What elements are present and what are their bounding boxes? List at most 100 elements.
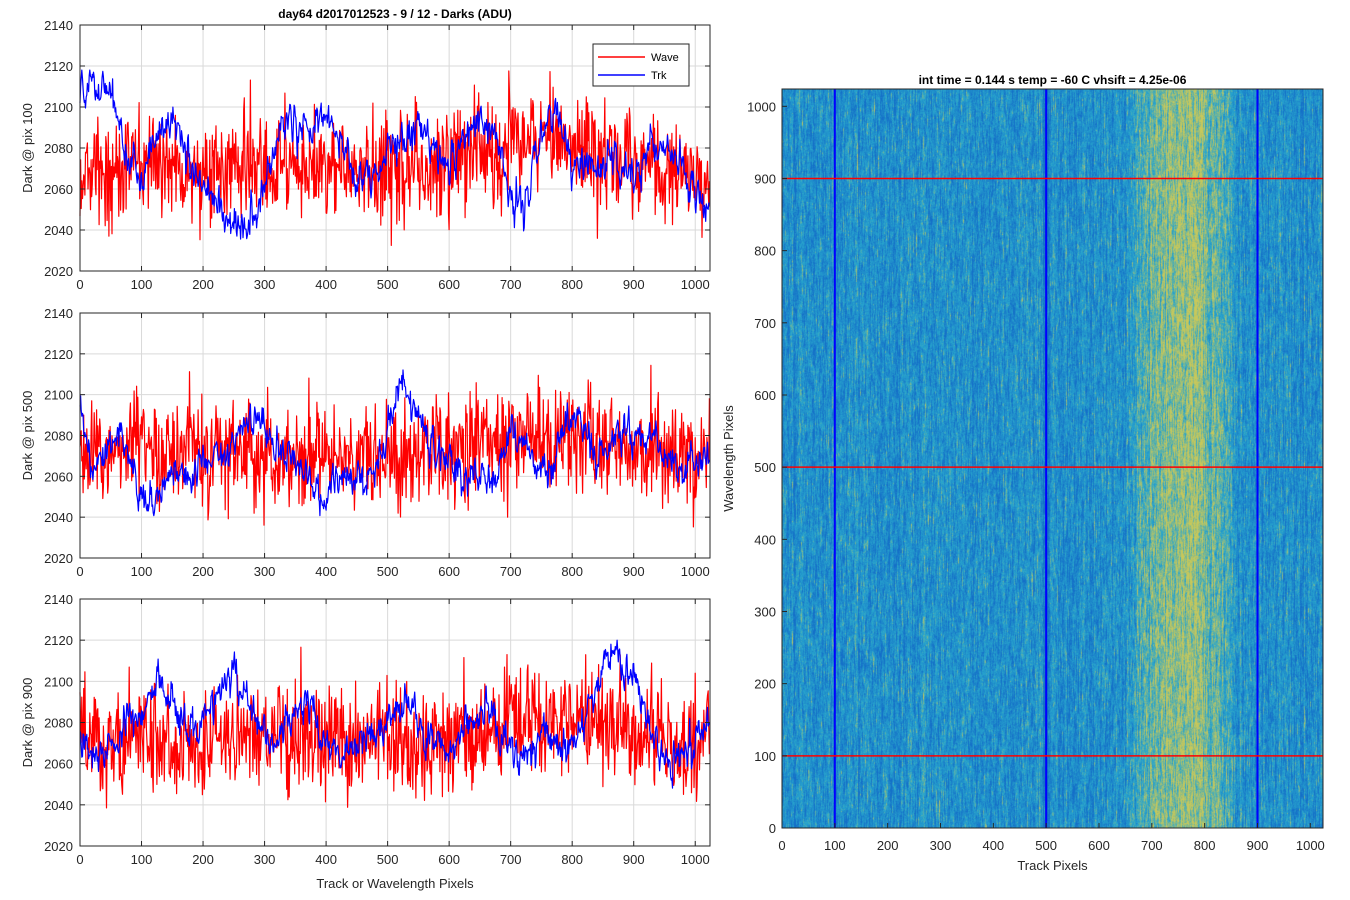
y-tick-label: 800: [754, 244, 776, 259]
y-tick-label: 2120: [44, 347, 73, 362]
x-axis-label: Track or Wavelength Pixels: [316, 876, 474, 891]
x-tick-label: 100: [824, 838, 846, 853]
y-tick-label: 2100: [44, 388, 73, 403]
series-line-wave: [79, 364, 710, 528]
y-tick-label: 2100: [44, 674, 73, 689]
heatmap-plot: int time = 0.144 s temp = -60 C vhsift =…: [721, 73, 1325, 873]
x-tick-label: 1000: [681, 564, 710, 579]
y-tick-label: 2020: [44, 264, 73, 279]
y-tick-label: 2040: [44, 510, 73, 525]
legend-entry-trk: Trk: [651, 70, 667, 82]
y-tick-label: 300: [754, 604, 776, 619]
y-tick-label: 900: [754, 171, 776, 186]
x-tick-label: 400: [315, 564, 337, 579]
x-tick-label: 200: [192, 277, 214, 292]
x-tick-label: 0: [76, 852, 83, 867]
x-tick-label: 700: [500, 852, 522, 867]
series-line-wave: [79, 70, 710, 246]
x-tick-label: 400: [315, 277, 337, 292]
y-tick-label: 2060: [44, 469, 73, 484]
x-tick-label: 700: [500, 564, 522, 579]
x-tick-label: 500: [377, 852, 399, 867]
x-tick-label: 1000: [681, 852, 710, 867]
x-tick-label: 1000: [681, 277, 710, 292]
y-tick-label: 100: [754, 749, 776, 764]
x-tick-label: 300: [254, 277, 276, 292]
x-tick-label: 400: [982, 838, 1004, 853]
legend: Wave Trk: [592, 43, 690, 87]
y-tick-label: 500: [754, 460, 776, 475]
y-tick-label: 700: [754, 316, 776, 331]
x-tick-label: 800: [561, 277, 583, 292]
series-line-trk: [79, 639, 710, 789]
x-tick-label: 0: [76, 564, 83, 579]
y-axis-label: Dark @ pix 900: [20, 678, 35, 768]
heatmap-image-container: [782, 89, 1323, 828]
y-tick-label: 1000: [747, 99, 776, 114]
y-tick-label: 2060: [44, 182, 73, 197]
line-axes-dark-pix-500: 0 100 200 300 400 500 600 700 800 900 1000 2020 2040…: [20, 306, 711, 579]
x-tick-label: 300: [254, 564, 276, 579]
y-tick-label: 200: [754, 677, 776, 692]
y-axis-label: Wavelength Pixels: [721, 405, 736, 512]
series-line-trk: [79, 369, 710, 517]
x-tick-label: 600: [438, 852, 460, 867]
y-tick-label: 2040: [44, 798, 73, 813]
line-axes-dark-pix-100: 0 100 200 300 400 500 600 700 800 900 1000 2020 2040…: [20, 18, 711, 292]
y-tick-label: 2140: [44, 18, 73, 33]
x-tick-label: 200: [192, 564, 214, 579]
x-tick-label: 700: [500, 277, 522, 292]
y-tick-label: 600: [754, 388, 776, 403]
heatmap-axes: int time = 0.144 s temp = -60 C vhsift =…: [721, 73, 1325, 873]
y-axis-label: Dark @ pix 100: [20, 103, 35, 193]
x-tick-label: 0: [76, 277, 83, 292]
heatmap-title: int time = 0.144 s temp = -60 C vhsift =…: [919, 73, 1187, 87]
line-axes-dark-pix-900: 0 100 200 300 400 500 600 700 800 900 1000 2020 2040…: [20, 592, 711, 891]
x-tick-label: 500: [1035, 838, 1057, 853]
y-tick-label: 2120: [44, 633, 73, 648]
y-tick-label: 2120: [44, 59, 73, 74]
x-tick-label: 500: [377, 564, 399, 579]
x-tick-label: 200: [192, 852, 214, 867]
x-tick-label: 200: [877, 838, 899, 853]
x-tick-label: 800: [561, 564, 583, 579]
heatmap-canvas: [782, 89, 1323, 828]
y-tick-label: 2100: [44, 100, 73, 115]
x-tick-label: 300: [930, 838, 952, 853]
y-tick-label: 2140: [44, 592, 73, 607]
x-axis-label: Track Pixels: [1017, 858, 1088, 873]
y-tick-label: 2080: [44, 141, 73, 156]
x-tick-label: 100: [131, 564, 153, 579]
y-axis-label: Dark @ pix 500: [20, 391, 35, 481]
axes-box: [781, 88, 1324, 829]
y-tick-label: 400: [754, 532, 776, 547]
series-line-trk: [79, 69, 710, 240]
x-tick-label: 900: [623, 564, 645, 579]
y-tick-label: 2140: [44, 306, 73, 321]
x-tick-label: 900: [623, 277, 645, 292]
x-tick-label: 500: [377, 277, 399, 292]
x-tick-label: 100: [131, 852, 153, 867]
y-tick-label: 2040: [44, 223, 73, 238]
x-tick-label: 1000: [1296, 838, 1325, 853]
x-tick-label: 300: [254, 852, 276, 867]
y-tick-label: 2080: [44, 716, 73, 731]
x-tick-label: 600: [1088, 838, 1110, 853]
y-tick-label: 0: [769, 821, 776, 836]
x-tick-label: 0: [778, 838, 785, 853]
x-tick-label: 100: [131, 277, 153, 292]
legend-box: [592, 43, 690, 87]
x-tick-label: 600: [438, 564, 460, 579]
line-plots: 0 100 200 300 400 500 600 700 800 900 100020202040…: [20, 18, 711, 891]
x-tick-label: 900: [1247, 838, 1269, 853]
x-tick-label: 800: [1194, 838, 1216, 853]
x-tick-label: 800: [561, 852, 583, 867]
y-tick-label: 2080: [44, 429, 73, 444]
x-tick-label: 600: [438, 277, 460, 292]
y-tick-label: 2020: [44, 551, 73, 566]
x-tick-label: 400: [315, 852, 337, 867]
y-tick-label: 2060: [44, 757, 73, 772]
x-tick-label: 900: [623, 852, 645, 867]
figure-title: day64 d2017012523 - 9 / 12 - Darks (ADU): [278, 7, 511, 21]
